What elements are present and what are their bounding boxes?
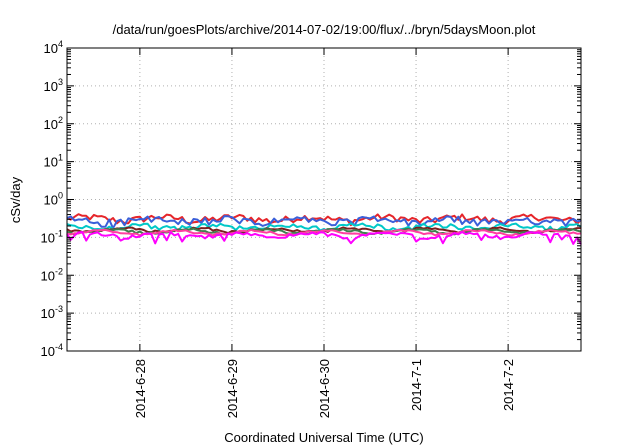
x-tick-label: 2014-6-28 [133,359,148,418]
x-tick-label: 2014-6-30 [317,359,332,418]
series-line [66,228,582,237]
series-line [66,215,582,230]
x-tick-label: 2014-6-29 [225,359,240,418]
y-tick-label: 10-1 [41,228,63,245]
y-tick-label: 10-3 [41,304,63,321]
y-tick-label: 104 [44,39,63,56]
x-tick-label: 2014-7-2 [501,359,516,411]
series-lines [66,213,582,245]
x-axis-ticks: 2014-6-28 2014-6-29 2014-6-30 2014-7-1 2014-… [133,48,516,418]
y-tick-label: 103 [44,77,63,94]
series-line [66,222,582,233]
y-tick-label: 101 [44,153,63,170]
y-axis-ticks: 10-4 10-3 10-2 10-1 100 101 102 103 104 [41,39,581,359]
series-line [66,231,582,245]
y-tick-label: 10-2 [41,266,63,283]
x-axis-label: Coordinated Universal Time (UTC) [224,430,423,445]
grid-lines [67,48,581,351]
x-tick-label: 2014-7-1 [409,359,424,411]
y-tick-label: 100 [44,191,63,208]
y-tick-label: 102 [44,115,63,132]
chart-title: /data/run/goesPlots/archive/2014-07-02/1… [113,22,536,37]
y-axis-label: cSv/day [8,176,23,223]
y-tick-label: 10-4 [41,342,63,359]
